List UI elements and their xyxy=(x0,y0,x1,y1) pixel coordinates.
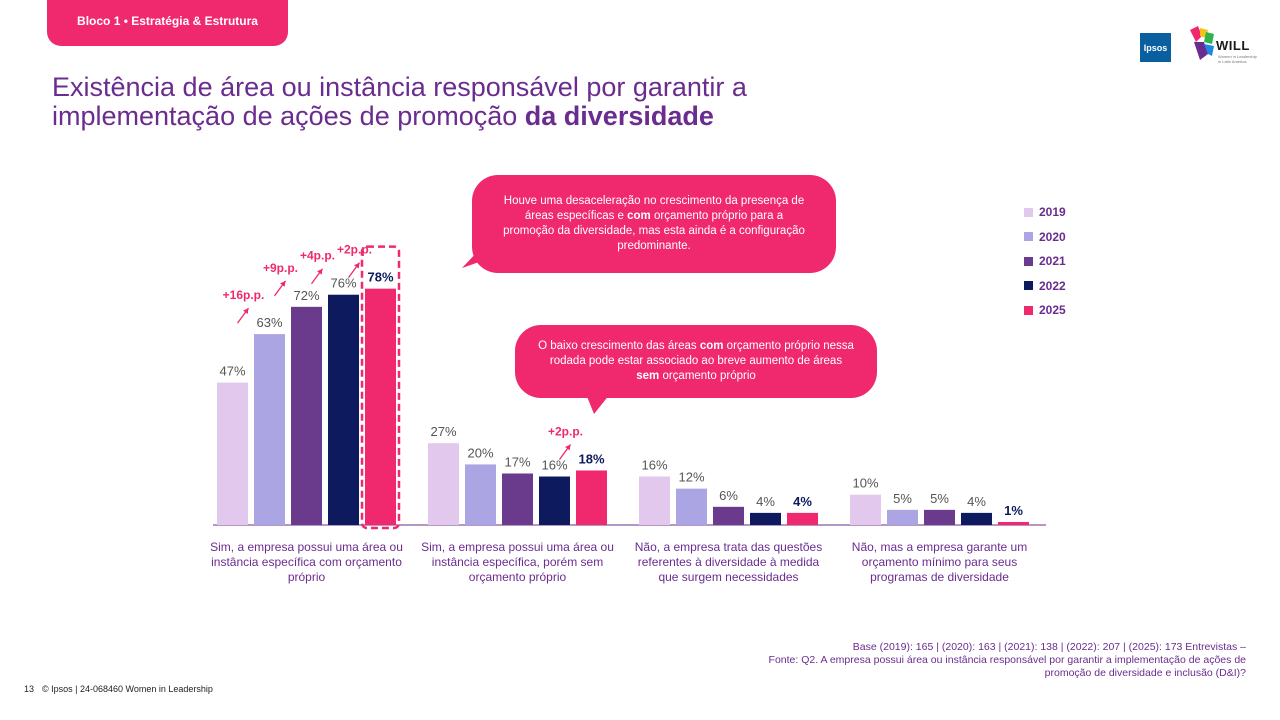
will-logo-text: WILL xyxy=(1216,38,1250,53)
bar-2021-cat4 xyxy=(924,509,955,525)
change-label-1: +16p.p. xyxy=(223,288,265,302)
change-label-5: +2p.p. xyxy=(548,424,583,438)
callout-middle-tail xyxy=(586,394,610,414)
title-text: Existência de área ou instância responsá… xyxy=(52,72,747,131)
data-label-2022-cat2: 16% xyxy=(541,458,567,473)
chart-legend: 2019 2020 2021 2022 2025 xyxy=(1024,200,1066,323)
footnote: Base (2019): 165 | (2020): 163 | (2021):… xyxy=(726,641,1246,680)
bar-2025-cat1 xyxy=(365,288,396,525)
will-logo: WILL Women in Leadership in Latin Americ… xyxy=(1186,24,1260,68)
data-label-2021-cat4: 5% xyxy=(930,491,949,506)
legend-swatch-2019 xyxy=(1024,207,1033,217)
data-label-2022-cat3: 4% xyxy=(756,494,775,509)
bar-2019-cat1 xyxy=(217,382,248,525)
footer: 13 © Ipsos | 24-068460 Women in Leadershi… xyxy=(24,684,221,694)
data-label-2025-cat2: 18% xyxy=(578,451,604,466)
callout-middle: O baixo crescimento das áreas com orçame… xyxy=(515,325,877,398)
data-label-2020-cat2: 20% xyxy=(467,445,493,460)
callout-middle-bold-1: com xyxy=(699,340,724,352)
title-emphasis: da diversidade xyxy=(524,101,714,131)
legend-swatch-2022 xyxy=(1024,281,1033,291)
bar-2025-cat2 xyxy=(576,470,607,525)
bar-2025-cat3 xyxy=(787,512,818,525)
change-label-4: +2p.p. xyxy=(337,243,372,257)
bar-2019-cat3 xyxy=(639,476,670,525)
page-title: Existência de área ou instância responsá… xyxy=(52,73,912,131)
data-label-2025-cat4: 1% xyxy=(1004,503,1023,518)
data-label-2019-cat1: 47% xyxy=(219,364,245,379)
callout-middle-text-3: orçamento próprio xyxy=(659,370,756,382)
bar-2020-cat1 xyxy=(254,334,285,525)
data-label-2021-cat3: 6% xyxy=(719,488,738,503)
callout-top-bold-1: com xyxy=(627,210,651,222)
bar-2020-cat4 xyxy=(887,509,918,525)
bar-2021-cat3 xyxy=(713,506,744,525)
legend-item-2025: 2025 xyxy=(1024,298,1066,323)
callout-top-text-2: orçamento próprio para a promoção da div… xyxy=(503,210,805,252)
legend-label-2021: 2021 xyxy=(1039,254,1066,269)
data-label-2020-cat1: 63% xyxy=(256,315,282,330)
bar-2020-cat2 xyxy=(465,464,496,525)
will-logo-subtext: Women in Leadership in Latin America xyxy=(1218,54,1257,64)
data-label-2025-cat1: 78% xyxy=(367,270,393,285)
bar-2021-cat2 xyxy=(502,473,533,525)
page-number: 13 xyxy=(24,684,35,694)
legend-label-2020: 2020 xyxy=(1039,229,1066,244)
bar-2025-cat4 xyxy=(998,521,1029,525)
legend-swatch-2020 xyxy=(1024,232,1033,242)
bar-2020-cat3 xyxy=(676,488,707,525)
footnote-base: Base (2019): 165 | (2020): 163 | (2021):… xyxy=(852,641,1246,653)
ipsos-logo: Ipsos xyxy=(1140,33,1171,62)
data-label-2019-cat3: 16% xyxy=(641,458,667,473)
callout-middle-bold-2: sem xyxy=(636,370,660,382)
legend-item-2021: 2021 xyxy=(1024,249,1066,274)
legend-item-2019: 2019 xyxy=(1024,200,1066,225)
legend-swatch-2021 xyxy=(1024,256,1033,266)
bar-2022-cat2 xyxy=(539,476,570,525)
category-label-3: Não, a empresa trata das questões refere… xyxy=(634,540,823,584)
callout-top-tail xyxy=(462,247,496,268)
section-tag: Bloco 1 • Estratégia & Estrutura xyxy=(47,0,288,46)
callout-top-text-1: Houve uma desaceleração no crescimento d… xyxy=(503,195,805,222)
legend-label-2025: 2025 xyxy=(1039,303,1066,318)
highlight-box xyxy=(360,245,401,530)
data-label-2022-cat1: 76% xyxy=(330,276,356,291)
footnote-source: Fonte: Q2. A empresa possui área ou inst… xyxy=(768,654,1246,679)
data-label-2022-cat4: 4% xyxy=(967,494,986,509)
category-label-4: Não, mas a empresa garante um orçamento … xyxy=(851,540,1028,584)
will-logo-mark-icon xyxy=(1190,26,1214,60)
legend-item-2020: 2020 xyxy=(1024,225,1066,250)
category-label-1: Sim, a empresa possui uma área ou instân… xyxy=(210,540,403,584)
change-arrowhead-5 xyxy=(565,444,571,451)
bar-2022-cat1 xyxy=(328,294,359,525)
legend-label-2022: 2022 xyxy=(1039,278,1066,293)
change-arrowhead-4 xyxy=(354,262,360,269)
callout-middle-text-2: orçamento próprio nessa rodada pode esta… xyxy=(549,340,854,367)
legend-swatch-2025 xyxy=(1024,305,1033,315)
data-label-2019-cat2: 27% xyxy=(430,424,456,439)
change-arrowhead-2 xyxy=(280,280,286,287)
data-label-2021-cat1: 72% xyxy=(293,288,319,303)
data-label-2019-cat4: 10% xyxy=(852,476,878,491)
bar-2022-cat4 xyxy=(961,512,992,525)
change-arrowhead-1 xyxy=(243,308,249,315)
callout-middle-text-1: O baixo crescimento das áreas xyxy=(538,340,700,352)
bar-2021-cat1 xyxy=(291,306,322,525)
callout-top: Houve uma desaceleração no crescimento d… xyxy=(472,175,836,273)
data-label-2020-cat4: 5% xyxy=(893,491,912,506)
category-label-2: Sim, a empresa possui uma área ou instân… xyxy=(421,540,614,584)
change-label-3: +4p.p. xyxy=(300,249,335,263)
change-arrowhead-3 xyxy=(317,268,323,275)
bar-2019-cat4 xyxy=(850,494,881,525)
change-label-2: +9p.p. xyxy=(263,261,298,275)
data-label-2021-cat2: 17% xyxy=(504,454,530,469)
data-label-2020-cat3: 12% xyxy=(678,470,704,485)
legend-item-2022: 2022 xyxy=(1024,274,1066,299)
bar-2019-cat2 xyxy=(428,443,459,525)
bar-2022-cat3 xyxy=(750,512,781,525)
data-label-2025-cat3: 4% xyxy=(793,494,812,509)
legend-label-2019: 2019 xyxy=(1039,205,1066,220)
copyright: © Ipsos | 24-068460 Women in Leadership xyxy=(42,684,213,694)
